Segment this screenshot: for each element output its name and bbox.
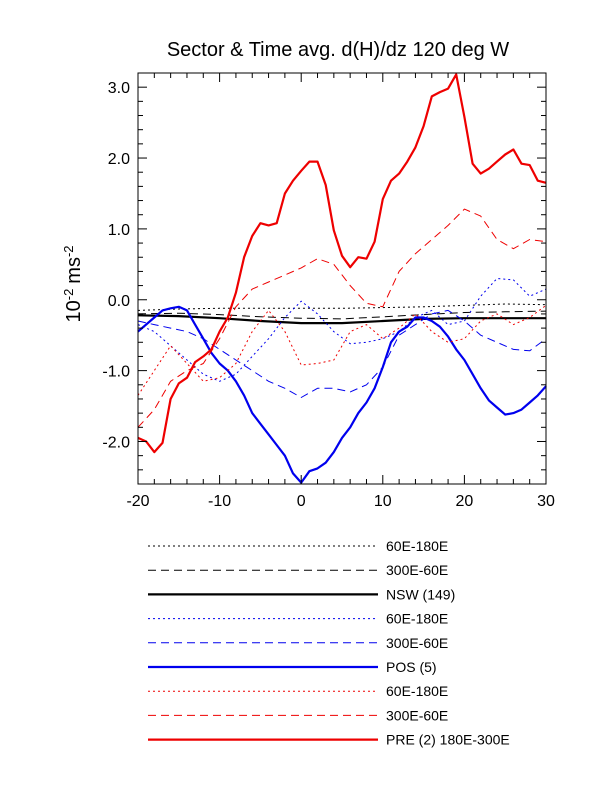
x-tick-label: 10	[374, 493, 392, 510]
series-line-5	[137, 309, 547, 398]
y-tick-label: 1.0	[108, 222, 130, 239]
x-tick-label: 20	[456, 493, 474, 510]
plot-lines	[137, 73, 547, 484]
series-line-2	[137, 310, 547, 320]
x-tick-label: -20	[126, 493, 149, 510]
x-tick-label: -10	[208, 493, 231, 510]
series-line-7	[137, 304, 547, 396]
y-axis-label-base: 10	[63, 300, 85, 322]
x-tick-label: 0	[297, 493, 306, 510]
y-tick-label: -1.0	[102, 364, 130, 381]
chart-title: Sector & Time avg. d(H)/dz 120 deg W	[167, 39, 509, 61]
y-axis-label: 10-2ms-2	[61, 245, 86, 322]
y-tick-label: 0.0	[108, 293, 130, 310]
x-tick-label: 30	[537, 493, 555, 510]
series-line-8	[137, 208, 547, 428]
y-axis-label-base-exponent: -2	[61, 289, 76, 301]
legend-label-1: 60E-180E	[386, 538, 448, 554]
legend-label-4: 60E-180E	[386, 611, 448, 627]
y-tick-label: -2.0	[102, 434, 130, 451]
series-line-6	[137, 305, 547, 484]
legend-label-3: NSW (149)	[386, 586, 455, 602]
series-line-4	[137, 278, 547, 382]
series-line-9	[137, 73, 547, 454]
y-axis-label-unit-exponent: -2	[61, 245, 76, 257]
series-line-1	[137, 303, 547, 311]
y-tick-label: 3.0	[108, 80, 130, 97]
plot-frame	[137, 72, 547, 485]
legend-label-9: PRE (2) 180E-300E	[386, 732, 510, 748]
legend-label-5: 300E-60E	[386, 635, 448, 651]
y-tick-label: 2.0	[108, 151, 130, 168]
legend-label-8: 300E-60E	[386, 707, 448, 723]
axis-ticks: -20 -10 0 10 20 30 3.0 2.0 1.0 0.0 -1.0 -2.0	[102, 72, 555, 510]
y-axis-label-unit: ms	[63, 257, 85, 284]
series-line-3	[137, 314, 546, 325]
legend-label-6: POS (5)	[386, 659, 437, 675]
legend-label-2: 300E-60E	[386, 562, 448, 578]
legend-label-7: 60E-180E	[386, 683, 448, 699]
legend: 60E-180E 300E-60E NSW (149) 60E-180E 300E-60…	[148, 538, 510, 748]
